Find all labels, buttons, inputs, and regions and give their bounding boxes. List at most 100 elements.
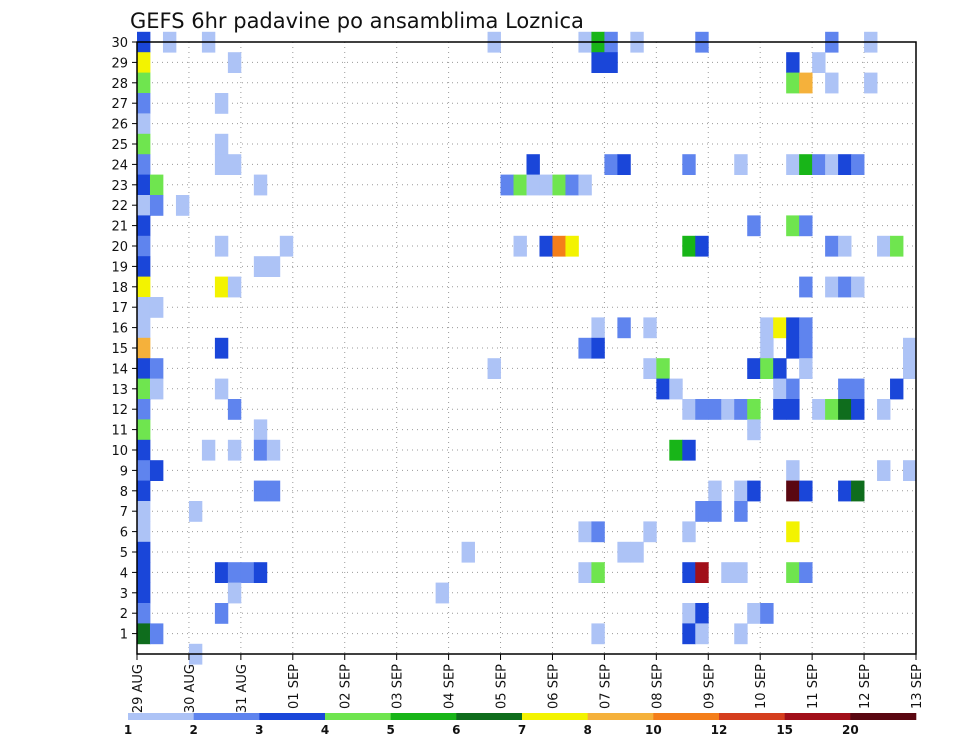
heat-cell <box>630 541 644 563</box>
heat-cell <box>137 195 151 216</box>
y-tick-label: 11 <box>111 424 128 439</box>
heat-cell <box>773 399 787 420</box>
y-tick-label: 13 <box>111 383 128 398</box>
y-tick-label: 6 <box>120 526 128 541</box>
heat-cell <box>760 603 774 624</box>
heat-cell <box>137 501 151 522</box>
heat-cell <box>591 562 605 583</box>
heat-cell <box>786 215 800 237</box>
y-tick-label: 2 <box>120 607 128 622</box>
legend-label: 5 <box>386 723 394 737</box>
y-tick-label: 1 <box>120 628 128 643</box>
heat-cell <box>682 623 696 645</box>
heat-cell <box>591 317 605 339</box>
y-tick-label: 5 <box>120 546 128 561</box>
heat-cell <box>695 603 709 624</box>
heat-cell <box>604 52 618 73</box>
heat-cell <box>695 501 709 522</box>
heat-cell <box>137 623 151 645</box>
y-tick-label: 17 <box>111 301 128 316</box>
heat-cell <box>786 72 800 94</box>
y-tick-label: 24 <box>111 158 128 173</box>
heat-cell <box>137 276 151 298</box>
heat-cell <box>227 582 242 604</box>
heat-cell <box>188 501 203 522</box>
legend: 1 2 3 4 5 6 7 8 10 12 15 20 <box>124 713 917 737</box>
heat-cell <box>799 337 813 359</box>
heat-cell <box>786 399 800 420</box>
heat-cell <box>656 358 670 379</box>
heat-cell <box>578 562 592 583</box>
heat-cell <box>149 297 164 318</box>
heat-cell <box>214 562 229 583</box>
heat-cell <box>552 174 566 196</box>
legend-label: 10 <box>645 723 662 737</box>
x-tick-label: 10 SEP <box>754 664 769 709</box>
heat-cell <box>137 358 151 379</box>
heat-cell <box>747 215 761 237</box>
heat-cell <box>604 154 618 175</box>
y-tick-label: 23 <box>111 179 128 194</box>
heat-cell <box>682 439 696 461</box>
heat-cell <box>137 235 151 257</box>
heat-cell <box>682 399 696 420</box>
legend-swatch <box>653 713 720 720</box>
x-tick-label: 12 SEP <box>858 664 873 709</box>
y-tick-label: 30 <box>111 36 128 51</box>
heat-cell <box>851 399 865 420</box>
heat-cell <box>734 154 748 175</box>
heat-cell <box>708 399 722 420</box>
legend-label: 3 <box>255 723 263 737</box>
heat-cell <box>773 378 787 400</box>
x-tick-label: 04 SEP <box>443 664 458 709</box>
legend-swatch <box>390 713 457 720</box>
heat-cell <box>734 501 748 522</box>
heat-cell <box>851 480 865 502</box>
x-tick-label: 09 SEP <box>702 664 717 709</box>
y-tick-label: 18 <box>111 281 128 296</box>
heat-cell <box>799 72 813 94</box>
heat-cell <box>149 378 164 400</box>
x-tick-label: 11 SEP <box>806 664 821 709</box>
heat-cell <box>591 623 605 645</box>
y-tick-label: 4 <box>120 566 128 581</box>
heat-cell <box>890 235 904 257</box>
heat-cell <box>812 52 826 73</box>
heat-cell <box>227 562 242 583</box>
heat-cell <box>253 562 268 583</box>
heat-cell <box>149 623 164 645</box>
x-tick-label: 29 AUG <box>131 664 146 713</box>
legend-swatch <box>522 713 588 720</box>
heat-cell <box>617 541 631 563</box>
heat-cell <box>175 195 190 216</box>
heat-cell <box>253 480 268 502</box>
legend-swatch <box>456 713 523 720</box>
heat-cell <box>773 358 787 379</box>
heat-cell <box>838 154 852 175</box>
heat-cell <box>137 113 151 135</box>
heat-cell <box>786 480 800 502</box>
heat-cell <box>799 154 813 175</box>
heat-cell <box>838 276 852 298</box>
heat-cell <box>812 399 826 420</box>
x-tick-label: 08 SEP <box>650 664 665 709</box>
heat-cell <box>643 358 657 379</box>
heat-cell <box>786 52 800 73</box>
heat-cell <box>539 235 553 257</box>
heat-cell <box>669 378 683 400</box>
heat-cell <box>747 399 761 420</box>
heat-cell <box>565 235 579 257</box>
heat-cell <box>578 521 592 543</box>
heat-cell <box>786 521 800 543</box>
heat-cell <box>565 174 579 196</box>
heat-cell <box>137 582 151 604</box>
heat-cell <box>487 358 501 379</box>
heat-cell <box>500 174 514 196</box>
legend-label: 1 <box>124 723 132 737</box>
y-tick-label: 29 <box>111 56 128 71</box>
legend-label: 12 <box>711 723 728 737</box>
heat-cell <box>137 480 151 502</box>
heat-cell <box>137 256 151 277</box>
y-tick-label: 12 <box>111 403 128 418</box>
heat-cell <box>799 358 813 379</box>
